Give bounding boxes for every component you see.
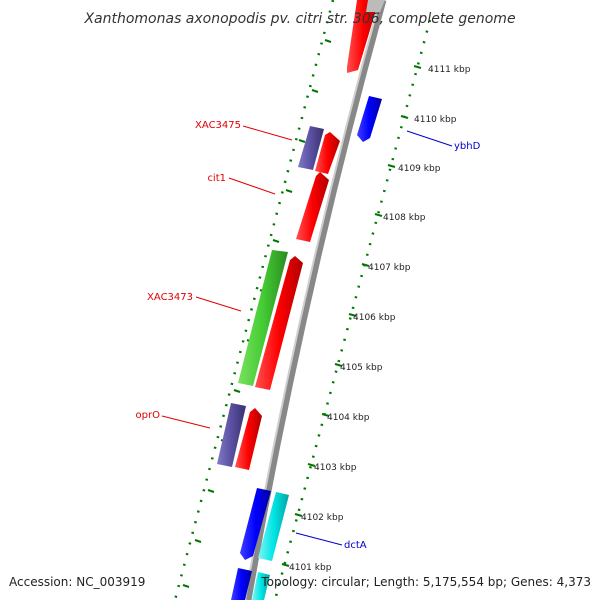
right-track-ticks xyxy=(281,65,422,567)
gene-label-ybhD[interactable]: ybhD xyxy=(454,141,481,152)
tick-label-4106: 4106 kbp xyxy=(353,313,396,323)
tick-label-4105: 4105 kbp xyxy=(340,363,383,373)
tick-label-4102: 4102 kbp xyxy=(301,513,344,523)
left-dotted-track xyxy=(173,0,335,600)
gene-dctA-blue[interactable] xyxy=(240,488,271,560)
gene-label-XAC3475[interactable]: XAC3475 xyxy=(195,120,241,131)
gene-XAC3473-green[interactable] xyxy=(238,250,288,386)
gene-label-cit1[interactable]: cit1 xyxy=(207,173,226,184)
map-title: Xanthomonas axonopodis pv. citri str. 30… xyxy=(83,11,515,27)
accession-text: Accession: NC_003919 xyxy=(9,575,145,589)
gene-oprO-red[interactable] xyxy=(235,408,262,470)
gene-XAC3475-purple[interactable] xyxy=(298,126,324,170)
gene-oprO-purple[interactable] xyxy=(217,403,246,467)
tick-label-4107: 4107 kbp xyxy=(368,263,411,273)
tick-label-4111: 4111 kbp xyxy=(428,65,471,75)
label-connectors xyxy=(161,125,453,546)
tick-label-4108: 4108 kbp xyxy=(383,213,426,223)
gene-blue-bottom[interactable] xyxy=(231,568,252,600)
tick-label-4104: 4104 kbp xyxy=(327,413,370,423)
gene-grey-top[interactable] xyxy=(366,0,385,12)
gene-XAC3475-red[interactable] xyxy=(315,132,340,174)
tick-label-4109: 4109 kbp xyxy=(398,164,441,174)
tick-label-4110: 4110 kbp xyxy=(414,115,457,125)
gene-features xyxy=(217,0,385,600)
gene-label-XAC3473[interactable]: XAC3473 xyxy=(147,292,193,303)
gene-ybhD[interactable] xyxy=(357,96,382,142)
gene-cit1[interactable] xyxy=(296,172,329,242)
tick-label-4101: 4101 kbp xyxy=(289,563,332,573)
gene-cyan-bottom[interactable] xyxy=(252,572,270,600)
gene-cyan[interactable] xyxy=(258,492,289,561)
gene-XAC3473-red[interactable] xyxy=(255,256,303,390)
tick-label-4103: 4103 kbp xyxy=(314,463,357,473)
gene-label-dctA[interactable]: dctA xyxy=(344,540,367,551)
gene-red-top[interactable] xyxy=(347,0,379,73)
summary-text: Topology: circular; Length: 5,175,554 bp… xyxy=(260,575,591,589)
gene-label-oprO[interactable]: oprO xyxy=(136,410,161,421)
kbp-tick-labels: 4111 kbp 4110 kbp 4109 kbp 4108 kbp 4107… xyxy=(289,65,471,573)
